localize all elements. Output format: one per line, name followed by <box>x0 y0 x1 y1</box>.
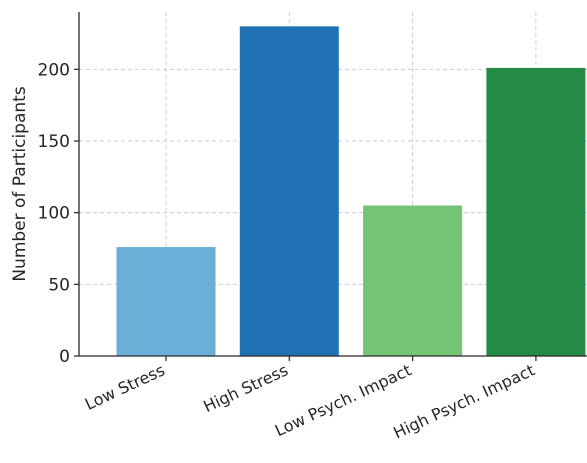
x-tick-label: Low Stress <box>82 360 168 413</box>
bar <box>116 247 216 356</box>
x-tick-label: High Stress <box>200 360 291 416</box>
y-tick-label: 150 <box>38 132 70 152</box>
bars <box>116 26 586 357</box>
y-tick-label: 100 <box>38 204 70 224</box>
y-ticks: 0 50 100 150 200 <box>38 60 79 367</box>
bar <box>486 67 586 357</box>
y-axis-label: Number of Participants <box>10 86 30 281</box>
y-tick-label: 50 <box>48 275 70 295</box>
bar <box>239 26 339 356</box>
y-tick-label: 0 <box>59 347 70 367</box>
y-tick-label: 200 <box>38 60 70 80</box>
bar <box>363 205 463 356</box>
x-tick-label: High Psych. Impact <box>390 360 537 442</box>
